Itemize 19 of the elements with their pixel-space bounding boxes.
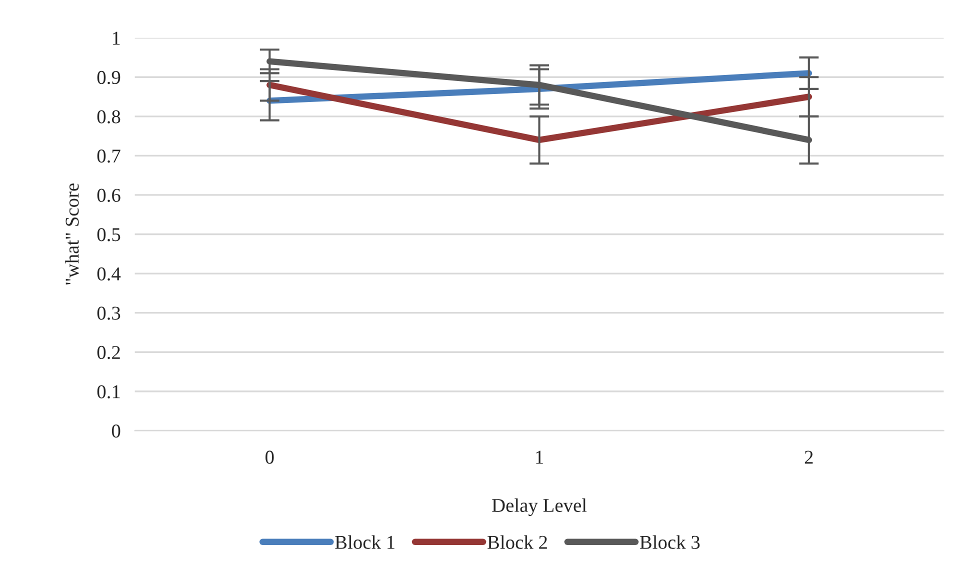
legend-label: Block 1 — [335, 535, 394, 549]
x-tick-label: 0 — [266, 450, 274, 464]
y-tick-label: 0.9 — [97, 70, 120, 84]
y-tick-label: 0.2 — [97, 346, 120, 360]
y-tick-label: 0.6 — [97, 188, 120, 202]
y-tick-label: 0.7 — [97, 150, 120, 163]
y-tick-label: 0.8 — [97, 110, 120, 124]
x-tick-label: 2 — [804, 450, 813, 464]
legend-label: Block 3 — [640, 535, 700, 549]
y-tick-label: 0.5 — [97, 228, 120, 242]
y-tick-label: 0.3 — [97, 306, 120, 320]
x-tick-label: 1 — [536, 450, 543, 464]
y-tick-label: 0.1 — [97, 385, 120, 398]
legend-label: Block 2 — [488, 535, 547, 549]
y-axis-title: "what" Score — [65, 184, 79, 284]
x-axis-title: Delay Level — [492, 498, 587, 516]
y-tick-label: 1 — [112, 32, 120, 45]
y-tick-label: 0 — [112, 424, 120, 438]
y-tick-label: 0.4 — [97, 267, 121, 281]
